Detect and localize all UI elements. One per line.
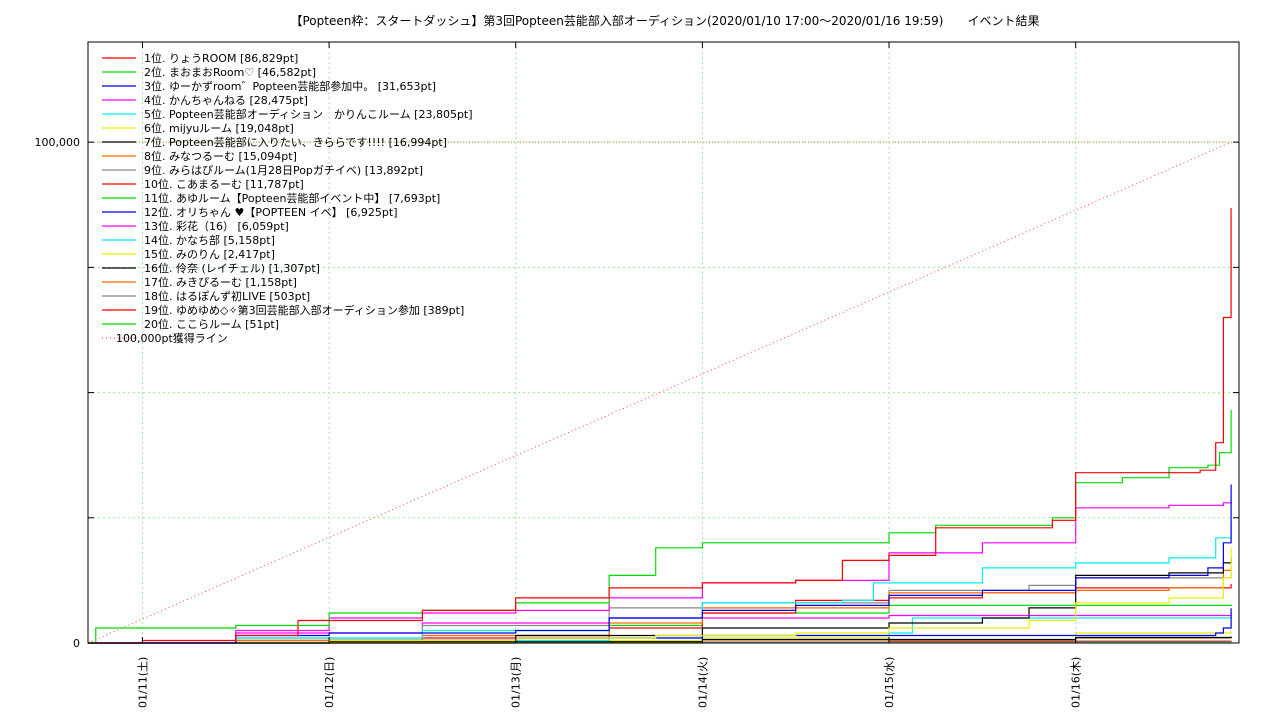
- y-tick-label: 0: [73, 637, 80, 650]
- series-line: [88, 604, 1232, 644]
- x-tick-label: 01/13(月): [510, 657, 523, 708]
- legend-label: 100,000pt獲得ライン: [116, 332, 228, 345]
- legend-label: 5位. Popteen芸能部オーディション かりんこルーム [23,805pt]: [144, 107, 473, 121]
- legend-label: 18位. はるぽんず初LIVE [503pt]: [144, 289, 310, 303]
- series-line: [88, 547, 1232, 644]
- x-tick-label: 01/15(水): [883, 657, 896, 708]
- legend-label: 13位. 彩花（16） [6,059pt]: [144, 219, 289, 233]
- legend-label: 6位. mijyuルーム [19,048pt]: [144, 121, 294, 135]
- legend-label: 15位. みのりん [2,417pt]: [144, 247, 275, 261]
- series-line: [88, 208, 1232, 644]
- legend-label: 3位. ゆーかずroom゛Popteen芸能部参加中。 [31,653pt]: [144, 79, 436, 93]
- legend-label: 9位. みらはぴルーム(1月28日Popガチイベ) [13,892pt]: [144, 163, 423, 177]
- chart-title: 【Popteen枠：スタートダッシュ】第3回Popteen芸能部入部オーディショ…: [291, 13, 1040, 28]
- legend-label: 8位. みなつるーむ [15,094pt]: [144, 149, 297, 163]
- legend-label: 19位. ゆめゆめ◇✧第3回芸能部入部オーディション参加 [389pt]: [144, 303, 464, 317]
- series-line: [88, 484, 1232, 644]
- plot-frame: [87, 41, 1240, 644]
- legend-label: 14位. かなち部 [5,158pt]: [144, 233, 275, 247]
- legend-label: 11位. あゆルーム【Popteen芸能部イベント中】 [7,693pt]: [144, 191, 440, 205]
- x-tick-label: 01/11(土): [136, 657, 149, 708]
- legend-label: 1位. りょうROOM [86,829pt]: [144, 51, 298, 65]
- legend: 1位. りょうROOM [86,829pt]2位. まおまおRoom♡ [46,…: [102, 51, 473, 345]
- legend-label: 17位. みきぴるーむ [1,158pt]: [144, 275, 297, 289]
- x-tick-label: 01/14(火): [696, 657, 709, 708]
- legend-label: 4位. かんちゃんねる [28,475pt]: [144, 93, 308, 107]
- x-tick-label: 01/16(木): [1070, 657, 1083, 708]
- axes: 01/11(土) 01/12(日) 01/13(月) 01/14(火) 01/15(水)…: [35, 42, 1239, 708]
- legend-label: 10位. こあまるーむ [11,787pt]: [144, 177, 304, 191]
- legend-label: 16位. 伶奈 (レイチェル) [1,307pt]: [144, 261, 320, 275]
- x-tick-label: 01/12(日): [323, 657, 336, 708]
- series-line: [88, 500, 1232, 644]
- legend-label: 12位. オリちゃん ♥【POPTEEN イベ】 [6,925pt]: [144, 205, 397, 219]
- series-line: [88, 409, 1232, 644]
- y-tick-label: 100,000: [35, 136, 81, 149]
- legend-label: 20位. ここらルーム [51pt]: [144, 317, 279, 331]
- legend-label: 7位. Popteen芸能部に入りたい、きららです!!!! [16,994pt]: [144, 135, 447, 149]
- legend-label: 2位. まおまおRoom♡ [46,582pt]: [144, 65, 316, 79]
